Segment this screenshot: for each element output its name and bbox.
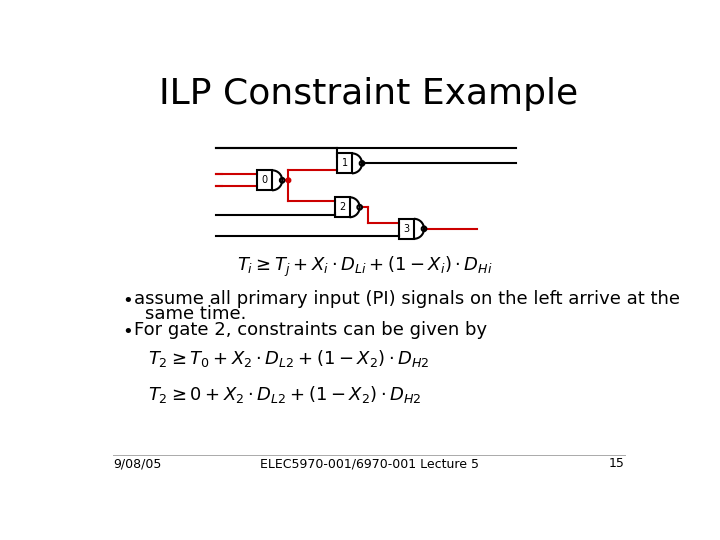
Text: $T_2 \geq T_0 + X_2 \cdot D_{L2} + (1 - X_2) \cdot D_{H2}$: $T_2 \geq T_0 + X_2 \cdot D_{L2} + (1 - … [148, 348, 430, 369]
Text: ILP Constraint Example: ILP Constraint Example [159, 77, 579, 111]
Text: same time.: same time. [145, 305, 246, 323]
Text: 15: 15 [609, 457, 625, 470]
Text: $T_2 \geq 0 + X_2 \cdot D_{L2} + (1 - X_2) \cdot D_{H2}$: $T_2 \geq 0 + X_2 \cdot D_{L2} + (1 - X_… [148, 384, 422, 406]
Text: $T_i \geq T_j + X_i \cdot D_{Li} + (1 - X_i) \cdot D_{Hi}$: $T_i \geq T_j + X_i \cdot D_{Li} + (1 - … [238, 254, 493, 279]
Text: 0: 0 [261, 176, 268, 185]
Text: assume all primary input (PI) signals on the left arrive at the: assume all primary input (PI) signals on… [134, 291, 680, 308]
Text: 3: 3 [403, 224, 410, 234]
Text: 1: 1 [341, 158, 348, 168]
Text: 9/08/05: 9/08/05 [113, 457, 161, 470]
Text: ELEC5970-001/6970-001 Lecture 5: ELEC5970-001/6970-001 Lecture 5 [259, 457, 479, 470]
Text: 2: 2 [339, 202, 346, 212]
Text: •: • [122, 323, 133, 341]
Circle shape [286, 178, 291, 183]
Text: •: • [122, 292, 133, 310]
Text: For gate 2, constraints can be given by: For gate 2, constraints can be given by [134, 321, 487, 339]
